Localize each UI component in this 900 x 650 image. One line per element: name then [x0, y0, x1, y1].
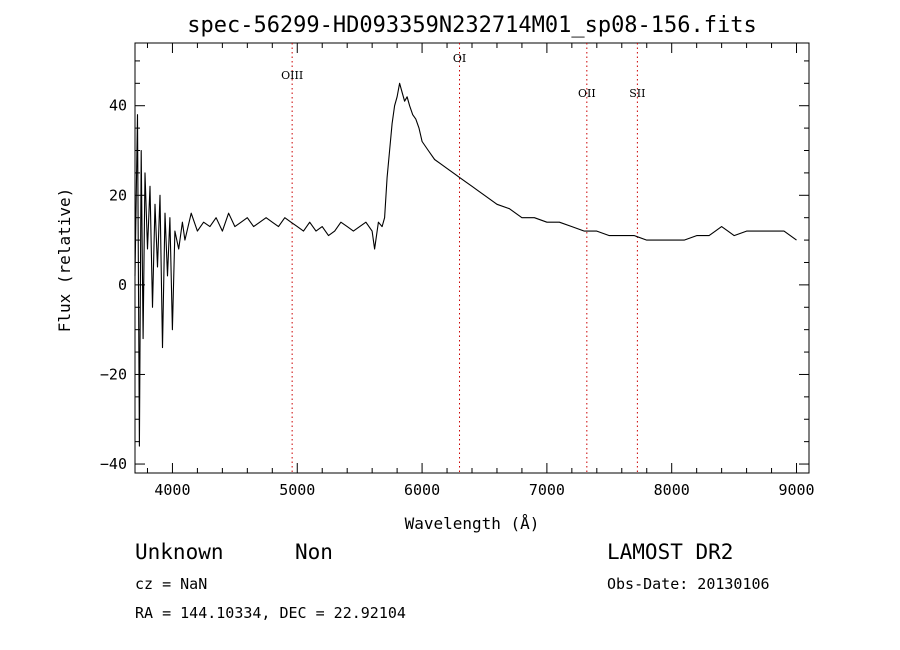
x-axis-label: Wavelength (Å): [405, 514, 540, 533]
x-tick-label: 9000: [778, 481, 814, 499]
x-tick-label: 7000: [529, 481, 565, 499]
y-tick-label: −40: [100, 455, 127, 473]
emission-line-markers: OIII OI OII SII: [281, 43, 645, 473]
x-tick-label: 5000: [279, 481, 315, 499]
x-tick-label: 6000: [404, 481, 440, 499]
spectrum-trace: [134, 82, 797, 447]
y-axis: −40 −20 0 20 40: [100, 60, 809, 473]
object-subclass: Non: [295, 540, 333, 564]
x-tick-label: 4000: [154, 481, 190, 499]
x-axis: 4000 5000 6000 7000 8000 9000: [146, 43, 815, 499]
redshift-cz: cz = NaN: [135, 575, 208, 593]
coordinates: RA = 144.10334, DEC = 22.92104: [135, 604, 406, 622]
y-axis-label: Flux (relative): [55, 188, 74, 333]
emission-line-label: OII: [578, 87, 596, 100]
emission-line-label: SII: [629, 87, 645, 100]
emission-line-label: OIII: [281, 69, 303, 82]
plot-frame: [134, 42, 810, 474]
y-tick-label: −20: [100, 365, 127, 383]
survey-name: LAMOST DR2: [607, 540, 734, 564]
emission-line-label: OI: [453, 52, 466, 65]
observation-date: Obs-Date: 20130106: [607, 575, 770, 593]
y-tick-label: 0: [118, 276, 127, 294]
spectrum-line: [134, 82, 797, 447]
spectrum-chart: spec-56299-HD093359N232714M01_sp08-156.f…: [55, 13, 815, 533]
object-class: Unknown: [135, 540, 224, 564]
x-tick-label: 8000: [654, 481, 690, 499]
plot-border: [134, 42, 810, 474]
y-tick-label: 40: [109, 97, 127, 115]
chart-title: spec-56299-HD093359N232714M01_sp08-156.f…: [187, 13, 757, 38]
y-tick-label: 20: [109, 186, 127, 204]
